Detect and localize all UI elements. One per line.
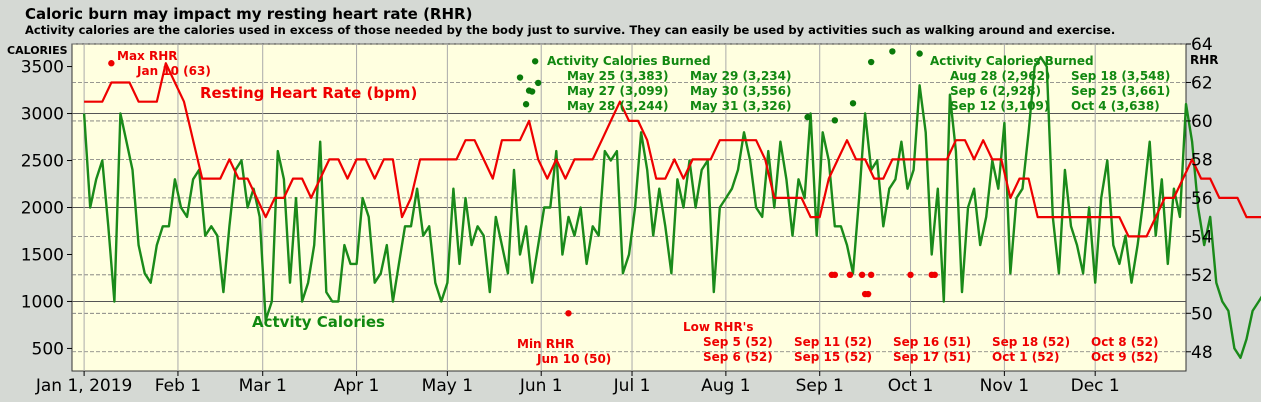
activity-calories-entry: Sep 18 (3,548) [1071,69,1170,83]
rhr-point [858,271,866,279]
x-tick-label: Aug 1 [701,376,750,396]
activity-calories-entry: May 31 (3,326) [690,99,791,113]
left-tick-label: 3000 [21,105,64,125]
right-axis-ticks: 48 50 52 54 56 58 60 62 64 [1186,35,1213,363]
low-rhr-title: Low RHR's [683,320,754,334]
right-tick-label: 52 [1191,266,1213,286]
left-tick-label: 2000 [21,199,64,219]
rhr-point [907,271,914,279]
max-rhr-date: Jan 10 (63) [136,64,211,78]
x-tick-label: Jul 1 [613,376,651,396]
left-tick-label: 1000 [21,292,64,312]
x-tick-label: Nov 1 [980,376,1029,396]
low-rhr-entry: Oct 1 (52) [992,350,1059,364]
calories-point [528,88,536,95]
rhr-point [831,271,839,279]
x-axis-ticks: Jan 1, 2019 Feb 1 Mar 1 Apr 1 May 1 Jun 1 Jul … [35,371,1120,396]
calories-point [831,117,839,124]
rhr-point [108,60,115,67]
rhr-point [931,271,938,279]
right-tick-label: 62 [1191,73,1213,93]
low-rhr-entry: Sep 16 (51) [893,335,971,349]
x-tick-label: Jun 1 [519,376,563,396]
rhr-line [84,62,1261,238]
calories-point [516,74,524,81]
low-rhr-entry: Sep 18 (52) [992,335,1070,349]
low-rhr-entry: Sep 6 (52) [703,350,773,364]
marker-layer [108,48,938,317]
x-tick-label: Sep 1 [796,376,844,396]
activity-calories-entry: Aug 28 (2,962) [950,69,1050,83]
right-tick-label: 60 [1191,112,1213,132]
right-axis-label: RHR [1190,53,1219,67]
right-tick-label: 48 [1191,343,1213,363]
chart-subtitle: Activity calories are the calories used … [25,23,1115,37]
calories-point [916,50,923,57]
chart-title: Caloric burn may impact my resting heart… [25,5,472,23]
calories-series-label: Actvity Calories [252,313,385,331]
right-tick-label: 64 [1191,35,1213,55]
calories-point [889,48,896,55]
right-tick-label: 50 [1191,304,1213,324]
min-rhr-label: Min RHR [517,337,574,351]
calories-point [534,79,542,87]
left-tick-label: 3500 [21,58,64,78]
right-tick-label: 56 [1191,189,1213,209]
left-axis-label: CALORIES [7,44,68,57]
left-axis-ticks: 500 1000 1500 2000 2500 3000 3500 [21,58,72,359]
rhr-point [565,310,572,317]
x-tick-label: Jan 1, 2019 [35,376,133,396]
low-rhr-entry: Sep 11 (52) [794,335,872,349]
rhr-point [867,271,875,279]
x-tick-label: Apr 1 [334,376,380,396]
activity-calories-entry: May 25 (3,383) [567,69,668,83]
activity-calories-entry: May 30 (3,556) [690,84,791,98]
left-tick-label: 2500 [21,152,64,172]
max-rhr-label: Max RHR [117,49,177,63]
low-rhr-entry: Sep 5 (52) [703,335,773,349]
rhr-point [846,271,854,279]
activity-calories-entry: Sep 12 (3,109) [950,99,1049,113]
series-layer [82,56,1261,359]
rhr-series-label: Resting Heart Rate (bpm) [200,84,417,102]
calories-point [849,100,857,107]
left-tick-label: 1500 [21,245,64,265]
min-rhr-date: Jun 10 (50) [536,352,611,366]
calories-point [522,101,530,108]
activity-calories-entry: May 27 (3,099) [567,84,668,98]
calories-point [804,113,811,121]
calories-point [531,58,539,65]
x-tick-label: Oct 1 [888,376,934,396]
calories-point [867,58,875,66]
calories-line [82,56,1261,359]
low-rhr-entry: Oct 9 (52) [1091,350,1158,364]
low-rhr-entry: Sep 15 (52) [794,350,872,364]
activity-calories-entry: Sep 25 (3,661) [1071,84,1170,98]
annotations: Max RHR Jan 10 (63) Resting Heart Rate (… [117,49,1170,366]
activity-calories-entry: Oct 4 (3,638) [1071,99,1160,113]
x-tick-label: Dec 1 [1071,376,1120,396]
x-tick-label: May 1 [422,376,473,396]
rhr-point [864,290,872,298]
right-tick-label: 54 [1191,227,1213,247]
activity-calories-entry: Sep 6 (2,928) [950,84,1041,98]
activity-calories-entry: May 28 (3,244) [567,99,668,113]
activity-calories-entry: May 29 (3,234) [690,69,791,83]
x-tick-label: Mar 1 [239,376,287,396]
x-tick-label: Feb 1 [155,376,201,396]
low-rhr-entry: Sep 17 (51) [893,350,971,364]
left-tick-label: 500 [32,339,64,359]
low-rhr-entry: Oct 8 (52) [1091,335,1158,349]
activity-calories-title-2: Activity Calories Burned [930,54,1094,68]
right-tick-label: 58 [1191,150,1213,170]
activity-calories-title-1: Activity Calories Burned [547,54,711,68]
